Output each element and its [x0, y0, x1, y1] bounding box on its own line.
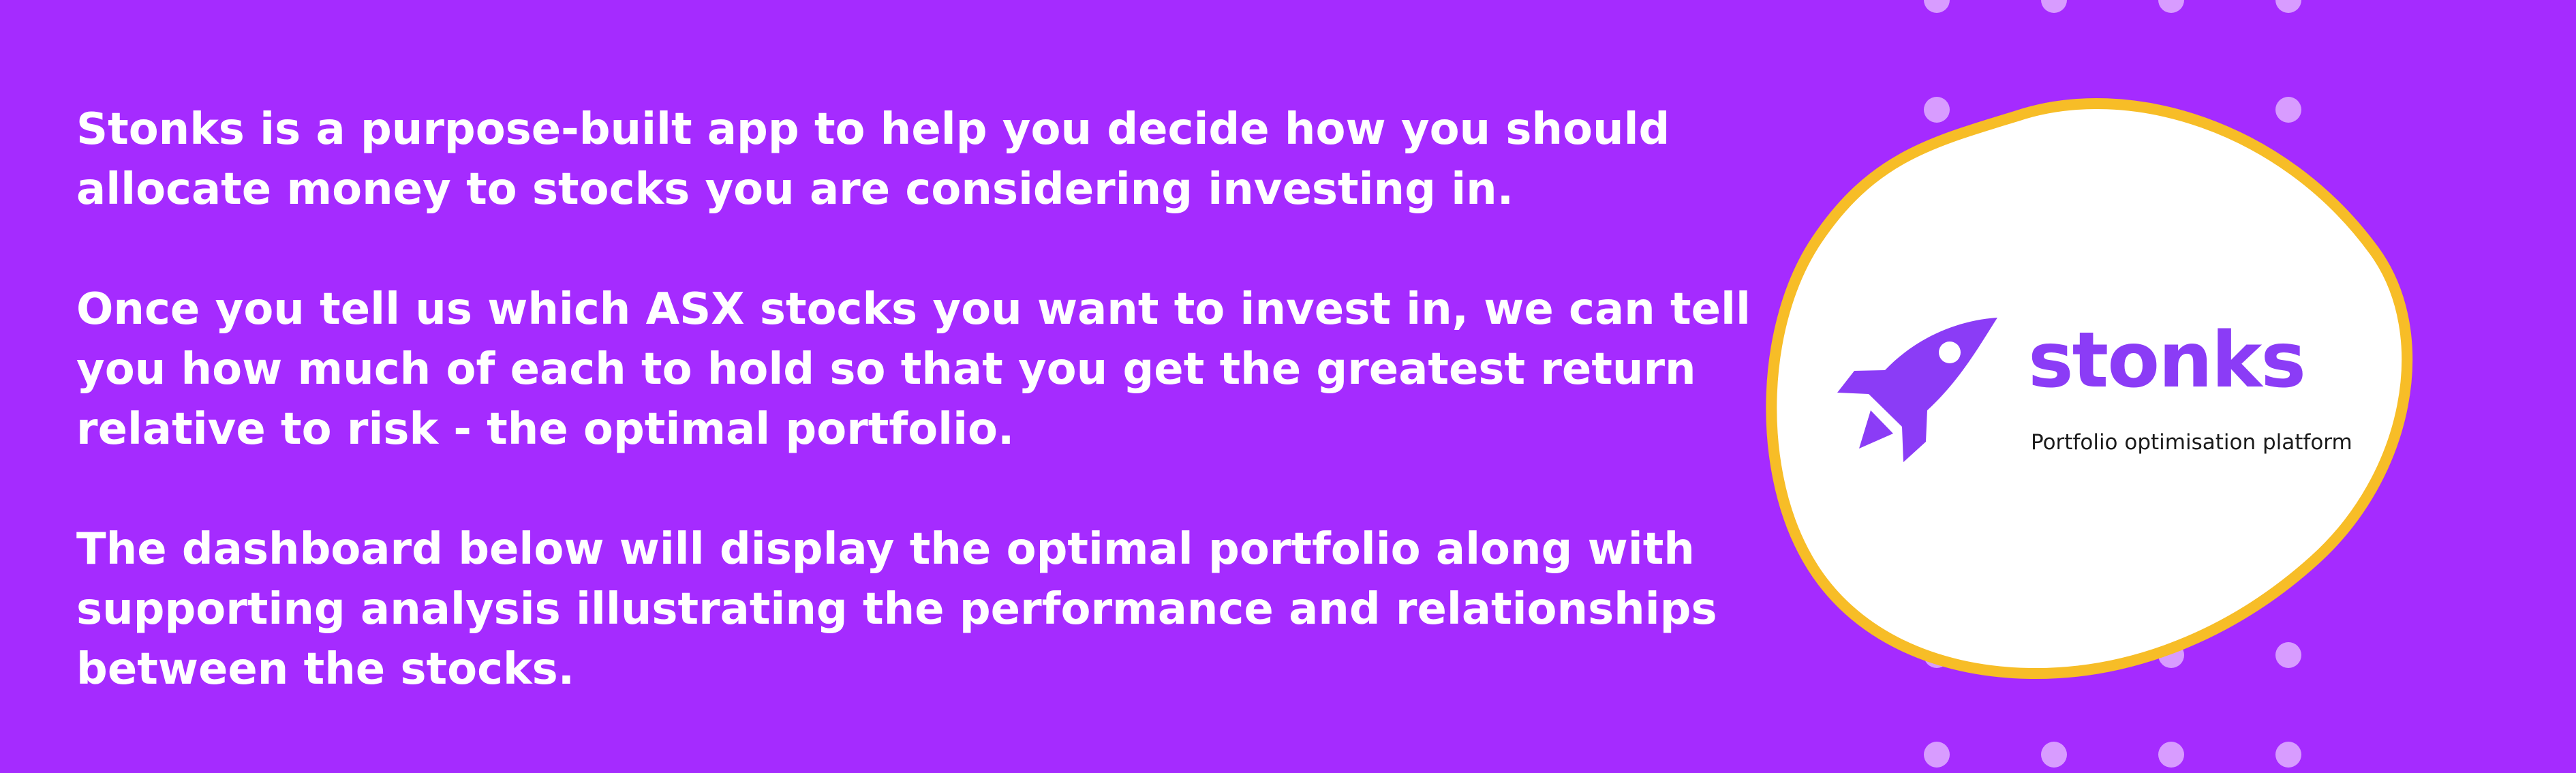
- intro-paragraph-1: Stonks is a purpose-built app to help yo…: [76, 104, 1670, 215]
- brand-name: stonks: [2028, 316, 2306, 405]
- decorative-dot: [2041, 742, 2067, 768]
- decorative-dot: [1924, 0, 1950, 13]
- intro-text-block: Stonks is a purpose-built app to help yo…: [76, 100, 1760, 699]
- logo-blob-shape: [1766, 98, 2413, 680]
- decorative-dot: [2275, 742, 2301, 768]
- decorative-dot: [2041, 0, 2067, 13]
- decorative-dot: [2275, 97, 2301, 123]
- decorative-dot: [2158, 742, 2184, 768]
- intro-paragraph-3: The dashboard below will display the opt…: [76, 524, 1717, 695]
- logo-blob-card: stonks Portfolio optimisation platform: [1764, 67, 2432, 680]
- brand-tagline: Portfolio optimisation platform: [2031, 430, 2352, 455]
- decorative-dot: [1924, 742, 1950, 768]
- decorative-dot: [2275, 642, 2301, 668]
- rocket-icon: [1837, 318, 1997, 462]
- decorative-dot: [2275, 0, 2301, 13]
- decorative-dot: [2158, 0, 2184, 13]
- intro-paragraph-2: Once you tell us which ASX stocks you wa…: [76, 284, 1751, 455]
- decorative-dot: [1924, 97, 1950, 123]
